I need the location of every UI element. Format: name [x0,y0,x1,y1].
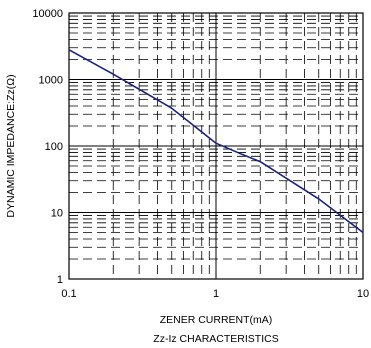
chart-title: Zz-Iz CHARACTERISTICS [153,333,278,345]
y-tick-label: 10000 [32,8,63,20]
series-layer [68,49,364,234]
y-tick-label: 100 [45,141,63,153]
y-tick-label: 1 [57,274,63,286]
tick-labels: 0.1 1 10 1 10 100 1000 10000 [32,8,369,300]
x-tick-label: 0.1 [61,288,76,300]
plot-frame [68,12,364,280]
y-tick-label: 1000 [39,75,63,87]
series-line [68,49,364,234]
y-axis-title: DYNAMIC IMPEDANCE:Zz(Ω) [5,74,17,217]
x-axis-title: ZENER CURRENT(mA) [160,314,273,326]
x-tick-label: 1 [213,288,219,300]
x-tick-label: 10 [357,288,369,300]
y-tick-label: 10 [51,208,63,220]
grid [68,13,363,280]
